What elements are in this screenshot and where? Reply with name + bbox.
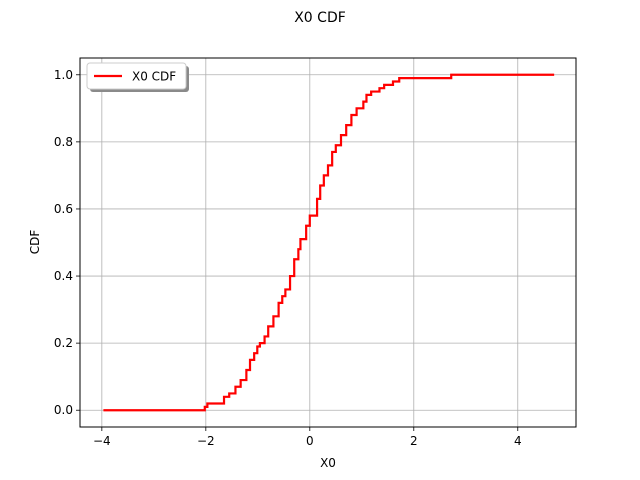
x-tick-label: −4: [93, 434, 111, 448]
x-axis-label: X0: [320, 456, 336, 470]
chart-title: X0 CDF: [294, 10, 346, 26]
x-tick-label: −2: [197, 434, 215, 448]
y-tick-label: 0.2: [54, 336, 73, 350]
y-tick-label: 1.0: [54, 68, 73, 82]
legend: X0 CDF: [86, 62, 189, 92]
y-axis-ticks: 0.0 0.2 0.4 0.6 0.8 1.0: [54, 68, 80, 417]
legend-box: [86, 62, 187, 90]
axes-frame: [79, 57, 577, 428]
x-tick-label: 2: [410, 434, 418, 448]
legend-label: X0 CDF: [132, 70, 176, 84]
y-tick-label: 0.6: [54, 202, 73, 216]
x-tick-label: 4: [514, 434, 522, 448]
x-axis-ticks: −4 −2 0 2 4: [93, 427, 522, 448]
cdf-step-line: [103, 73, 555, 412]
series-group: [103, 73, 555, 412]
y-tick-label: 0.4: [54, 269, 73, 283]
y-tick-label: 0.0: [54, 403, 73, 417]
x-tick-label: 0: [306, 434, 314, 448]
y-axis-label: CDF: [28, 230, 42, 255]
y-tick-label: 0.8: [54, 135, 73, 149]
